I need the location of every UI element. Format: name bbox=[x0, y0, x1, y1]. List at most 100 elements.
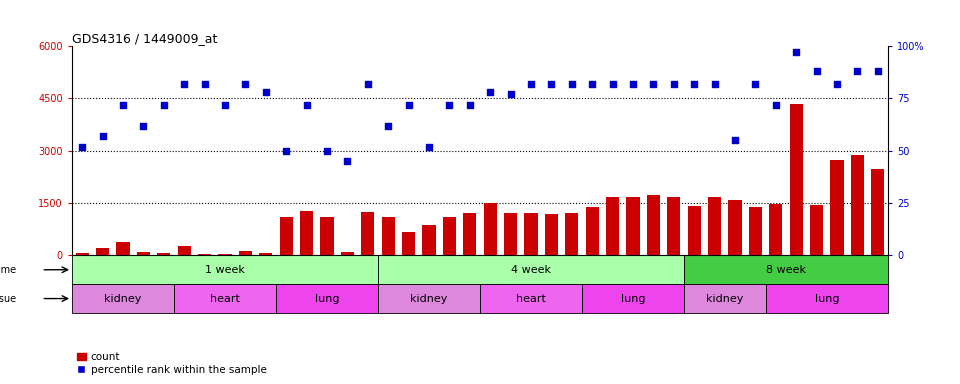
Point bbox=[340, 158, 355, 164]
Point bbox=[707, 81, 722, 87]
Bar bbox=[789, 104, 803, 255]
Bar bbox=[586, 207, 599, 255]
Point bbox=[850, 68, 865, 74]
Point bbox=[646, 81, 661, 87]
Text: lung: lung bbox=[621, 293, 645, 304]
Bar bbox=[463, 213, 476, 255]
Bar bbox=[830, 161, 844, 255]
Point bbox=[320, 148, 335, 154]
Bar bbox=[276, 284, 378, 313]
Point bbox=[115, 102, 131, 108]
Point bbox=[401, 102, 417, 108]
Point bbox=[380, 122, 396, 129]
Bar bbox=[198, 254, 211, 255]
Bar bbox=[766, 284, 888, 313]
Text: 8 week: 8 week bbox=[766, 265, 806, 275]
Bar bbox=[72, 255, 378, 284]
Bar bbox=[606, 197, 619, 255]
Bar bbox=[378, 255, 684, 284]
Bar bbox=[582, 284, 684, 313]
Bar bbox=[626, 197, 639, 255]
Text: heart: heart bbox=[210, 293, 240, 304]
Point bbox=[177, 81, 192, 87]
Text: GDS4316 / 1449009_at: GDS4316 / 1449009_at bbox=[72, 32, 217, 45]
Point bbox=[748, 81, 763, 87]
Point bbox=[135, 122, 151, 129]
Point bbox=[258, 89, 274, 95]
Bar bbox=[524, 213, 538, 255]
Bar bbox=[422, 225, 436, 255]
Point bbox=[360, 81, 375, 87]
Point bbox=[156, 102, 172, 108]
Text: 4 week: 4 week bbox=[511, 265, 551, 275]
Point bbox=[75, 144, 90, 150]
Bar bbox=[708, 197, 721, 255]
Point bbox=[585, 81, 600, 87]
Text: lung: lung bbox=[814, 293, 839, 304]
Bar bbox=[239, 251, 252, 255]
Point bbox=[809, 68, 825, 74]
Bar bbox=[851, 155, 864, 255]
Text: kidney: kidney bbox=[410, 293, 447, 304]
Bar bbox=[565, 213, 579, 255]
Text: kidney: kidney bbox=[105, 293, 142, 304]
Bar bbox=[810, 205, 824, 255]
Bar bbox=[174, 284, 276, 313]
Point bbox=[728, 137, 743, 143]
Point bbox=[197, 81, 212, 87]
Bar bbox=[300, 211, 313, 255]
Bar bbox=[871, 169, 884, 255]
Point bbox=[95, 133, 110, 139]
Bar bbox=[749, 207, 762, 255]
Point bbox=[829, 81, 845, 87]
Text: lung: lung bbox=[315, 293, 339, 304]
Text: heart: heart bbox=[516, 293, 546, 304]
Bar bbox=[157, 253, 171, 255]
Point bbox=[238, 81, 253, 87]
Point bbox=[543, 81, 559, 87]
Point bbox=[503, 91, 518, 97]
Point bbox=[788, 49, 804, 55]
Bar bbox=[667, 197, 681, 255]
Bar bbox=[279, 217, 293, 255]
Bar bbox=[341, 252, 354, 255]
Bar bbox=[178, 246, 191, 255]
Text: kidney: kidney bbox=[707, 293, 743, 304]
Bar bbox=[321, 217, 334, 255]
Text: 1 week: 1 week bbox=[205, 265, 245, 275]
Bar bbox=[443, 217, 456, 255]
Point bbox=[768, 102, 783, 108]
Bar bbox=[218, 254, 231, 255]
Text: tissue: tissue bbox=[0, 293, 17, 304]
Point bbox=[299, 102, 314, 108]
Point bbox=[870, 68, 885, 74]
Bar bbox=[544, 214, 558, 255]
Point bbox=[523, 81, 539, 87]
Point bbox=[605, 81, 620, 87]
Point bbox=[421, 144, 437, 150]
Legend: count, percentile rank within the sample: count, percentile rank within the sample bbox=[77, 352, 267, 375]
Bar bbox=[684, 255, 888, 284]
Bar bbox=[504, 213, 517, 255]
Text: time: time bbox=[0, 265, 17, 275]
Bar bbox=[684, 284, 766, 313]
Point bbox=[686, 81, 702, 87]
Bar bbox=[116, 242, 130, 255]
Bar bbox=[769, 204, 782, 255]
Bar bbox=[136, 252, 150, 255]
Bar bbox=[484, 203, 497, 255]
Point bbox=[564, 81, 580, 87]
Point bbox=[278, 148, 294, 154]
Bar bbox=[96, 248, 109, 255]
Bar bbox=[402, 232, 416, 255]
Bar bbox=[480, 284, 582, 313]
Bar bbox=[76, 253, 89, 255]
Point bbox=[217, 102, 232, 108]
Bar bbox=[72, 284, 174, 313]
Point bbox=[625, 81, 640, 87]
Bar bbox=[378, 284, 480, 313]
Bar bbox=[647, 195, 660, 255]
Bar bbox=[361, 212, 374, 255]
Point bbox=[462, 102, 477, 108]
Bar bbox=[259, 253, 273, 255]
